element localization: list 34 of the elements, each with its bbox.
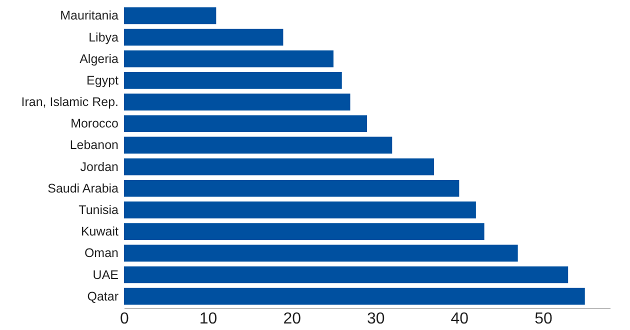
y-tick-label: UAE bbox=[92, 268, 118, 282]
x-tick-label: 10 bbox=[199, 310, 218, 328]
y-tick-label: Lebanon bbox=[70, 138, 119, 152]
x-tick-label: 30 bbox=[366, 310, 385, 328]
bar bbox=[124, 50, 334, 68]
y-tick-label: Oman bbox=[84, 246, 119, 260]
x-tick-label: 40 bbox=[450, 310, 469, 328]
y-tick-label: Iran, Islamic Rep. bbox=[21, 95, 118, 110]
y-tick-label: Libya bbox=[88, 30, 119, 44]
bar bbox=[124, 94, 350, 110]
bar bbox=[124, 288, 585, 305]
bar bbox=[124, 158, 434, 176]
y-tick-label: Kuwait bbox=[80, 224, 120, 239]
y-tick-label: Egypt bbox=[86, 73, 120, 88]
bar bbox=[124, 72, 342, 89]
y-tick-label: Qatar bbox=[87, 289, 118, 304]
y-tick-label: Algeria bbox=[80, 52, 119, 66]
bar bbox=[124, 115, 367, 132]
y-tick-label: Mauritania bbox=[60, 8, 119, 23]
x-tick-label: 0 bbox=[120, 310, 130, 328]
y-tick-label: Morocco bbox=[70, 116, 119, 131]
bar bbox=[124, 7, 216, 24]
y-tick-label: Jordan bbox=[80, 160, 119, 174]
bar bbox=[124, 28, 284, 46]
x-tick-label: 20 bbox=[283, 310, 302, 328]
y-tick-label: Tunisia bbox=[78, 202, 119, 217]
bar bbox=[124, 202, 476, 218]
bar bbox=[124, 180, 460, 197]
x-tick-label: 50 bbox=[534, 310, 552, 328]
bar bbox=[124, 223, 484, 240]
y-tick-label: Saudi Arabia bbox=[48, 181, 119, 196]
bar bbox=[124, 266, 568, 284]
bar bbox=[124, 244, 518, 262]
bar bbox=[124, 136, 392, 154]
